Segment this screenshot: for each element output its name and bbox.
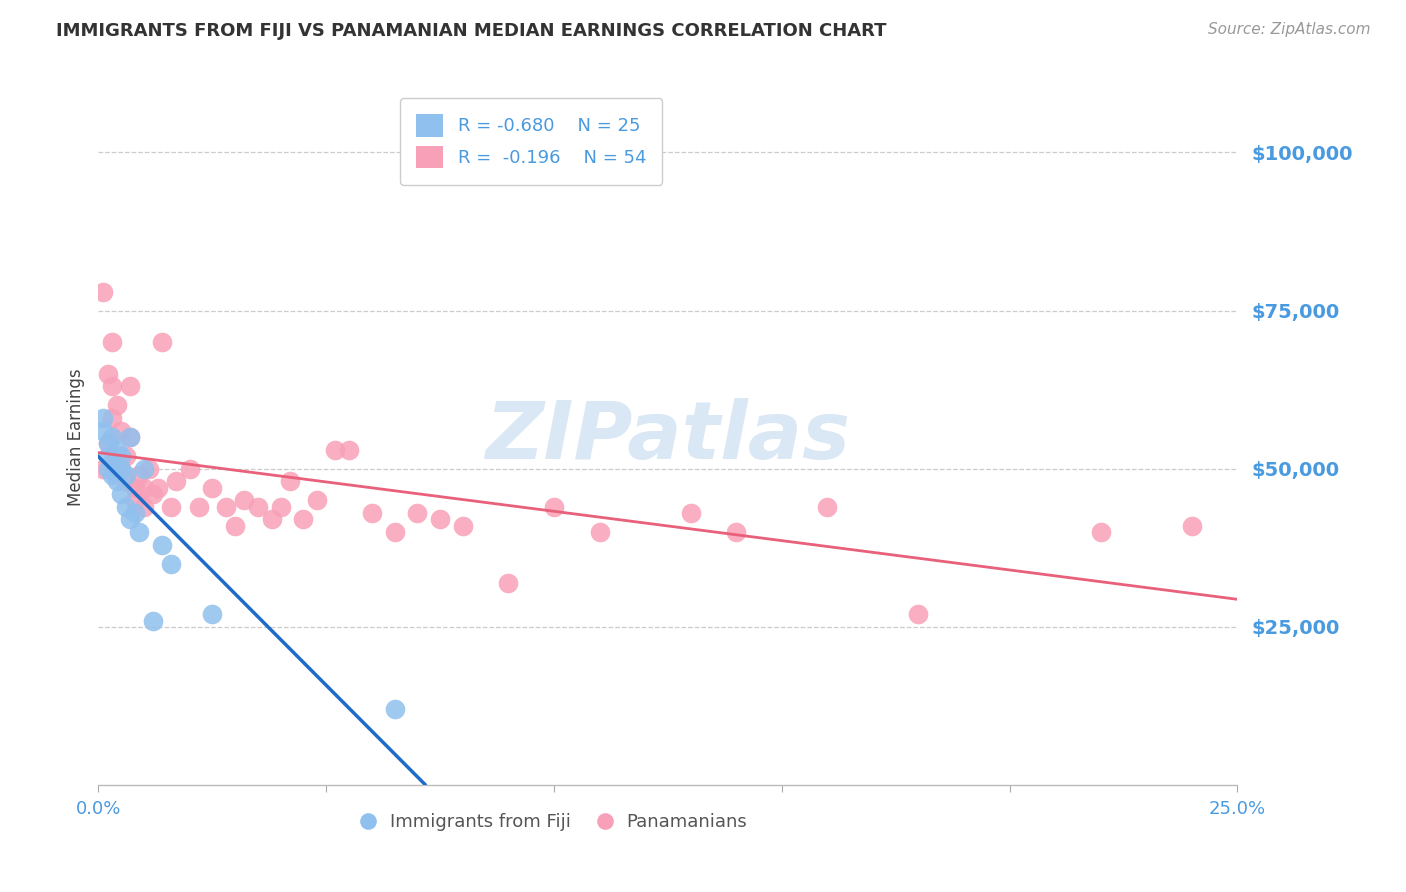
Point [120, 430, 142, 444]
Point [233, 493, 256, 508]
Point [138, 461, 160, 475]
Point [360, 506, 382, 520]
Point [142, 614, 165, 628]
Point [105, 449, 128, 463]
Point [110, 461, 132, 475]
Point [105, 475, 128, 489]
Point [91, 461, 114, 475]
Text: Source: ZipAtlas.com: Source: ZipAtlas.com [1208, 22, 1371, 37]
Text: ZIPatlas: ZIPatlas [485, 398, 851, 476]
Point [187, 500, 209, 514]
Point [498, 575, 520, 590]
Point [101, 455, 124, 469]
Point [815, 500, 838, 514]
Point [1090, 524, 1112, 539]
Point [179, 461, 201, 475]
Point [543, 500, 565, 514]
Text: IMMIGRANTS FROM FIJI VS PANAMANIAN MEDIAN EARNINGS CORRELATION CHART: IMMIGRANTS FROM FIJI VS PANAMANIAN MEDIA… [56, 22, 887, 40]
Point [105, 399, 128, 413]
Point [114, 475, 136, 489]
Point [91, 411, 114, 425]
Point [150, 538, 173, 552]
Point [120, 512, 142, 526]
Point [124, 506, 146, 520]
Point [101, 468, 124, 483]
Point [292, 512, 315, 526]
Y-axis label: Median Earnings: Median Earnings [66, 368, 84, 506]
Point [114, 500, 136, 514]
Point [110, 461, 132, 475]
Point [120, 430, 142, 444]
Point [260, 512, 283, 526]
Point [96, 367, 118, 381]
Point [96, 449, 118, 463]
Point [146, 481, 169, 495]
Point [142, 487, 165, 501]
Point [101, 411, 124, 425]
Point [429, 512, 451, 526]
Point [384, 524, 406, 539]
Point [96, 436, 118, 450]
Point [132, 500, 155, 514]
Point [128, 524, 150, 539]
Point [96, 436, 118, 450]
Point [201, 607, 224, 622]
Point [91, 285, 114, 299]
Point [278, 475, 301, 489]
Point [679, 506, 702, 520]
Point [124, 493, 146, 508]
Point [907, 607, 929, 622]
Point [96, 461, 118, 475]
Point [150, 335, 173, 350]
Point [588, 524, 610, 539]
Point [215, 500, 238, 514]
Point [101, 335, 124, 350]
Point [451, 518, 474, 533]
Point [110, 487, 132, 501]
Point [120, 379, 142, 393]
Point [224, 518, 246, 533]
Point [101, 430, 124, 444]
Point [114, 468, 136, 483]
Point [110, 449, 132, 463]
Point [165, 475, 187, 489]
Point [160, 557, 183, 571]
Point [1181, 518, 1204, 533]
Point [110, 424, 132, 438]
Point [725, 524, 748, 539]
Point [246, 500, 269, 514]
Point [406, 506, 429, 520]
Point [132, 461, 155, 475]
Point [124, 481, 146, 495]
Point [337, 442, 360, 457]
Point [132, 481, 155, 495]
Point [323, 442, 346, 457]
Point [91, 424, 114, 438]
Point [384, 702, 406, 716]
Point [101, 379, 124, 393]
Point [270, 500, 292, 514]
Legend: Immigrants from Fiji, Panamanians: Immigrants from Fiji, Panamanians [353, 806, 755, 838]
Point [307, 493, 329, 508]
Point [128, 468, 150, 483]
Point [105, 442, 128, 457]
Point [201, 481, 224, 495]
Point [114, 449, 136, 463]
Point [160, 500, 183, 514]
